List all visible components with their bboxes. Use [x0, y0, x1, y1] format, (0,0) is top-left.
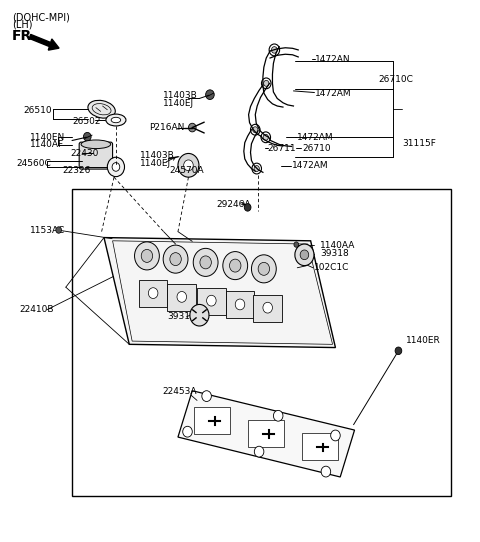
Circle shape	[254, 446, 264, 457]
Polygon shape	[226, 292, 254, 319]
Text: P216AN: P216AN	[149, 123, 185, 132]
Circle shape	[134, 242, 159, 270]
Text: 102C1C: 102C1C	[314, 263, 349, 272]
Circle shape	[193, 248, 218, 276]
Circle shape	[262, 78, 271, 89]
Text: 1472AM: 1472AM	[291, 162, 328, 170]
Text: 24560C: 24560C	[17, 159, 51, 167]
Polygon shape	[253, 295, 282, 322]
Text: 26710: 26710	[302, 144, 331, 152]
Circle shape	[205, 90, 214, 100]
Ellipse shape	[81, 140, 111, 149]
Polygon shape	[139, 280, 168, 307]
Text: 1140AF: 1140AF	[30, 140, 64, 150]
Text: 1140EJ: 1140EJ	[163, 99, 194, 108]
Text: 1140EN: 1140EN	[30, 133, 65, 142]
Circle shape	[223, 251, 248, 280]
Text: 11403B: 11403B	[140, 151, 175, 160]
Circle shape	[183, 427, 192, 437]
Circle shape	[244, 204, 251, 211]
Circle shape	[263, 302, 273, 313]
Ellipse shape	[88, 100, 115, 118]
Circle shape	[229, 259, 241, 272]
Circle shape	[294, 242, 299, 247]
Text: 22453A: 22453A	[163, 387, 197, 396]
Bar	[248, 420, 284, 447]
Ellipse shape	[111, 117, 120, 122]
Circle shape	[274, 410, 283, 421]
Circle shape	[84, 132, 91, 141]
Text: 1472AM: 1472AM	[297, 133, 334, 142]
Circle shape	[148, 288, 158, 299]
Circle shape	[300, 250, 309, 260]
Circle shape	[235, 299, 245, 310]
FancyArrow shape	[29, 34, 59, 50]
Text: 11403B: 11403B	[163, 91, 197, 100]
Circle shape	[295, 244, 314, 266]
Circle shape	[190, 305, 209, 326]
Circle shape	[252, 127, 258, 133]
Text: 26510: 26510	[23, 106, 51, 115]
Text: 1140EJ: 1140EJ	[140, 159, 171, 167]
Text: 1140ER: 1140ER	[406, 335, 441, 345]
Circle shape	[141, 249, 153, 262]
Text: 29246A: 29246A	[216, 200, 251, 209]
Bar	[194, 407, 230, 434]
Polygon shape	[104, 237, 336, 347]
Text: 22410B: 22410B	[20, 305, 54, 314]
Bar	[302, 434, 338, 460]
Circle shape	[264, 80, 269, 86]
Circle shape	[252, 255, 276, 283]
Circle shape	[202, 391, 211, 402]
Circle shape	[269, 44, 280, 56]
Circle shape	[251, 124, 260, 135]
Circle shape	[184, 160, 193, 171]
Circle shape	[321, 466, 331, 477]
Text: 26711: 26711	[268, 144, 296, 152]
Circle shape	[178, 153, 199, 177]
FancyBboxPatch shape	[79, 142, 113, 169]
Text: 31115F: 31115F	[402, 139, 436, 149]
Text: 1472AM: 1472AM	[315, 88, 352, 98]
Text: 26502: 26502	[72, 117, 100, 126]
Circle shape	[252, 163, 262, 174]
Text: 22326: 22326	[62, 166, 90, 175]
Polygon shape	[197, 288, 226, 315]
Text: 26710C: 26710C	[378, 75, 413, 84]
Circle shape	[177, 292, 187, 302]
Circle shape	[261, 132, 271, 143]
Bar	[72, 189, 451, 496]
Polygon shape	[178, 391, 355, 477]
Text: (LH): (LH)	[12, 20, 32, 30]
Circle shape	[254, 166, 259, 171]
Text: 1153AC: 1153AC	[30, 225, 65, 235]
Circle shape	[189, 123, 196, 132]
Circle shape	[108, 157, 124, 177]
Circle shape	[200, 256, 211, 269]
Text: FR.: FR.	[12, 29, 37, 43]
Text: 39318: 39318	[168, 312, 196, 321]
Text: 39318: 39318	[320, 249, 349, 258]
Circle shape	[206, 295, 216, 306]
Circle shape	[258, 262, 270, 275]
Circle shape	[395, 347, 402, 354]
Text: (DOHC-MPI): (DOHC-MPI)	[12, 12, 70, 22]
Circle shape	[170, 253, 181, 266]
Text: 1140AA: 1140AA	[320, 241, 356, 250]
Circle shape	[112, 163, 120, 171]
Circle shape	[272, 47, 277, 53]
Polygon shape	[168, 284, 196, 311]
Circle shape	[56, 227, 61, 233]
Text: 22430: 22430	[71, 149, 99, 158]
Ellipse shape	[106, 114, 126, 126]
Text: 1472AN: 1472AN	[315, 55, 351, 63]
Circle shape	[163, 245, 188, 273]
Circle shape	[331, 430, 340, 441]
Circle shape	[263, 134, 268, 140]
Text: 24570A: 24570A	[169, 166, 204, 175]
